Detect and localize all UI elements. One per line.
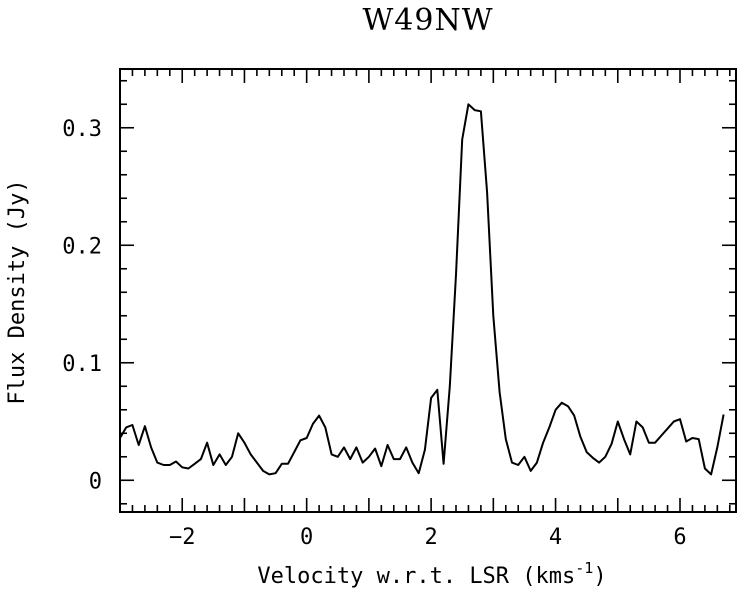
- x-tick-label: 2: [424, 525, 437, 550]
- y-tick-label: 0.1: [62, 352, 102, 377]
- plot-frame: [119, 68, 737, 513]
- spectrum-line: [119, 103, 725, 476]
- x-tick-labels: −2 0 2 4 6: [169, 525, 687, 550]
- y-tick-label: 0.2: [62, 234, 102, 259]
- x-axis-label-main: Velocity w.r.t. LSR (kms: [257, 564, 575, 589]
- y-tick-label: 0.3: [62, 117, 102, 142]
- y-tick-label: 0: [89, 469, 102, 494]
- x-axis-label: Velocity w.r.t. LSR (kms-1): [257, 559, 606, 589]
- axis-ticks: [119, 69, 736, 512]
- x-axis-label-superscript: -1: [575, 559, 593, 577]
- chart-title: W49NW: [362, 3, 493, 38]
- x-tick-label: −2: [169, 525, 196, 550]
- y-tick-labels: 0 0.1 0.2 0.3: [62, 117, 102, 495]
- x-tick-label: 0: [300, 525, 313, 550]
- x-axis-label-end: ): [593, 564, 606, 589]
- y-axis-label: Flux Density (Jy): [5, 179, 30, 404]
- x-tick-label: 4: [549, 525, 562, 550]
- x-tick-label: 6: [673, 525, 686, 550]
